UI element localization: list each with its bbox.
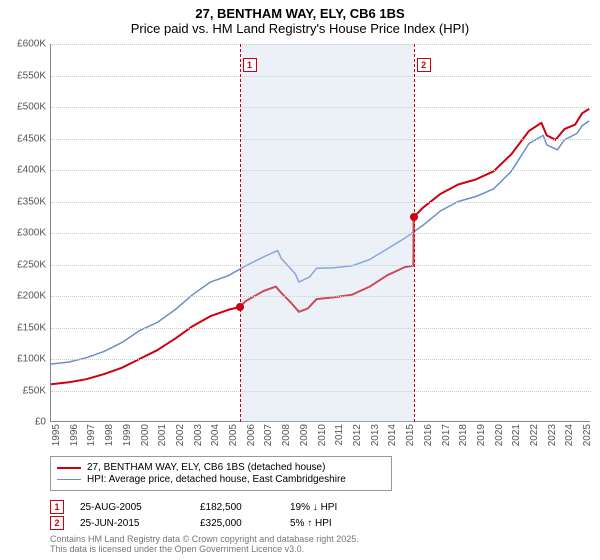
transaction-row: 1 25-AUG-2005£182,50019% ↓ HPI [50, 500, 380, 514]
x-tick-label: 2001 [157, 424, 168, 446]
y-tick-label: £100K [17, 354, 46, 365]
transaction-marker-label: 1 [243, 58, 257, 72]
x-tick-label: 2020 [494, 424, 505, 446]
transactions-table: 1 25-AUG-2005£182,50019% ↓ HPI 2 25-JUN-201… [50, 498, 380, 532]
x-tick-label: 2004 [210, 424, 221, 446]
x-tick-label: 2019 [476, 424, 487, 446]
x-tick-label: 2015 [405, 424, 416, 446]
transaction-date: 25-AUG-2005 [80, 502, 200, 513]
x-tick-label: 2022 [529, 424, 540, 446]
y-tick-label: £400K [17, 165, 46, 176]
title-block: 27, BENTHAM WAY, ELY, CB6 1BS Price paid… [0, 0, 600, 38]
x-tick-label: 2025 [582, 424, 593, 446]
chart-container: 27, BENTHAM WAY, ELY, CB6 1BS Price paid… [0, 0, 600, 560]
y-tick-label: £600K [17, 39, 46, 50]
x-tick-label: 2009 [299, 424, 310, 446]
x-tick-label: 2014 [387, 424, 398, 446]
title-subtitle: Price paid vs. HM Land Registry's House … [0, 21, 600, 36]
x-tick-label: 2010 [317, 424, 328, 446]
x-tick-label: 1995 [51, 424, 62, 446]
chart-area: £0£50K£100K£150K£200K£250K£300K£350K£400… [50, 44, 590, 422]
legend-swatch [57, 479, 81, 480]
footer-line1: Contains HM Land Registry data © Crown c… [50, 534, 570, 544]
x-tick-label: 2008 [281, 424, 292, 446]
y-tick-label: £550K [17, 70, 46, 81]
title-address: 27, BENTHAM WAY, ELY, CB6 1BS [0, 6, 600, 21]
transaction-price: £182,500 [200, 502, 290, 513]
legend-label: HPI: Average price, detached house, East… [87, 474, 346, 485]
x-tick-label: 2023 [547, 424, 558, 446]
transaction-marker-line [240, 44, 241, 422]
x-tick-label: 1999 [122, 424, 133, 446]
y-tick-label: £0 [35, 417, 46, 428]
x-tick-label: 2012 [352, 424, 363, 446]
x-tick-label: 2003 [193, 424, 204, 446]
legend-swatch [57, 467, 81, 469]
transaction-marker-dot [236, 303, 244, 311]
x-tick-label: 2018 [458, 424, 469, 446]
transaction-hpi-delta: 5% ↑ HPI [290, 518, 380, 529]
transaction-marker-label: 2 [417, 58, 431, 72]
x-tick-label: 1996 [69, 424, 80, 446]
transaction-hpi-delta: 19% ↓ HPI [290, 502, 380, 513]
legend-item: HPI: Average price, detached house, East… [57, 474, 385, 485]
y-tick-label: £300K [17, 228, 46, 239]
x-tick-label: 2021 [511, 424, 522, 446]
x-tick-label: 1997 [86, 424, 97, 446]
x-tick-label: 2000 [140, 424, 151, 446]
legend-label: 27, BENTHAM WAY, ELY, CB6 1BS (detached … [87, 462, 325, 473]
footer-line2: This data is licensed under the Open Gov… [50, 544, 570, 554]
x-tick-label: 2017 [441, 424, 452, 446]
x-tick-label: 2013 [370, 424, 381, 446]
y-tick-label: £350K [17, 196, 46, 207]
y-tick-label: £150K [17, 322, 46, 333]
y-tick-label: £450K [17, 133, 46, 144]
y-tick-label: £200K [17, 291, 46, 302]
y-tick-label: £500K [17, 102, 46, 113]
transaction-id-box: 1 [50, 500, 64, 514]
x-tick-label: 2011 [334, 424, 345, 446]
shaded-ownership-region [240, 44, 414, 422]
footer-attribution: Contains HM Land Registry data © Crown c… [50, 534, 570, 554]
transaction-price: £325,000 [200, 518, 290, 529]
transaction-marker-line [414, 44, 415, 422]
x-tick-label: 2005 [228, 424, 239, 446]
x-tick-label: 1998 [104, 424, 115, 446]
transaction-date: 25-JUN-2015 [80, 518, 200, 529]
transaction-id-box: 2 [50, 516, 64, 530]
transaction-marker-dot [410, 213, 418, 221]
x-tick-label: 2016 [423, 424, 434, 446]
legend-box: 27, BENTHAM WAY, ELY, CB6 1BS (detached … [50, 456, 392, 491]
x-tick-label: 2002 [175, 424, 186, 446]
y-tick-label: £250K [17, 259, 46, 270]
legend-item: 27, BENTHAM WAY, ELY, CB6 1BS (detached … [57, 462, 385, 473]
y-tick-label: £50K [23, 385, 46, 396]
transaction-row: 2 25-JUN-2015£325,0005% ↑ HPI [50, 516, 380, 530]
x-tick-label: 2024 [564, 424, 575, 446]
x-tick-label: 2007 [263, 424, 274, 446]
x-tick-label: 2006 [246, 424, 257, 446]
